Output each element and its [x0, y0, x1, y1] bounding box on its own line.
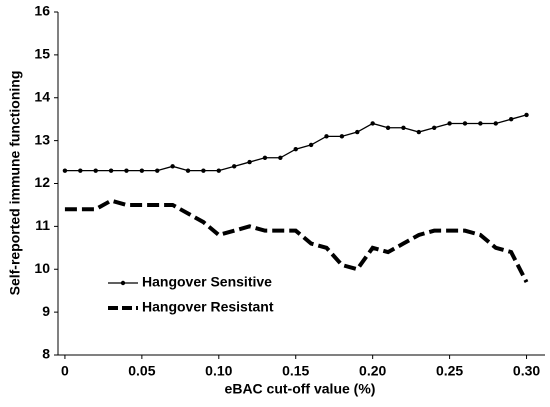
y-tick-label: 14	[34, 88, 50, 104]
point	[370, 121, 375, 126]
point	[78, 168, 83, 173]
point	[462, 121, 468, 126]
y-tick-label: 11	[35, 217, 50, 233]
x-tick-label: 0.05	[128, 363, 155, 379]
x-tick-label: 0.10	[205, 363, 232, 379]
point	[385, 125, 391, 130]
y-tick-label: 10	[34, 260, 50, 276]
legend-label: Hangover Sensitive	[142, 274, 272, 290]
point	[324, 134, 329, 139]
point	[62, 168, 68, 173]
point	[401, 125, 406, 130]
point	[308, 142, 314, 148]
point	[216, 168, 221, 173]
legend-label: Hangover Resistant	[142, 299, 274, 315]
point	[124, 168, 129, 173]
point	[493, 121, 498, 126]
point	[355, 129, 360, 135]
x-tick-label: 0.30	[513, 363, 540, 379]
y-tick-label: 8	[42, 346, 50, 362]
point	[170, 164, 175, 169]
series-line	[64, 114, 527, 172]
point	[108, 168, 114, 173]
point	[416, 129, 422, 135]
point	[185, 168, 191, 173]
x-tick-label: 0	[61, 363, 69, 379]
y-tick-label: 9	[42, 303, 50, 319]
point	[432, 125, 437, 130]
point	[231, 164, 237, 169]
y-tick-label: 13	[34, 131, 50, 147]
series-line	[64, 198, 529, 284]
point	[262, 155, 268, 160]
point	[201, 168, 206, 173]
y-tick-label: 12	[34, 174, 50, 190]
y-tick-label: 15	[34, 46, 50, 62]
point	[524, 112, 529, 118]
point	[247, 159, 252, 165]
x-tick-label: 0.15	[282, 363, 309, 379]
x-axis-label: eBAC cut-off value (%)	[225, 381, 376, 397]
x-tick-label: 0.25	[436, 363, 463, 379]
point	[139, 168, 145, 173]
point	[293, 147, 298, 152]
point	[339, 134, 345, 139]
point	[93, 168, 98, 173]
point	[478, 121, 483, 126]
y-tick-label: 16	[34, 3, 50, 19]
legend-point	[120, 280, 126, 286]
point	[155, 168, 160, 173]
point	[447, 121, 452, 126]
point	[278, 155, 283, 160]
point	[508, 116, 514, 122]
x-tick-label: 0.20	[359, 363, 386, 379]
y-axis-label: Self-reported immune functioning	[7, 71, 23, 296]
